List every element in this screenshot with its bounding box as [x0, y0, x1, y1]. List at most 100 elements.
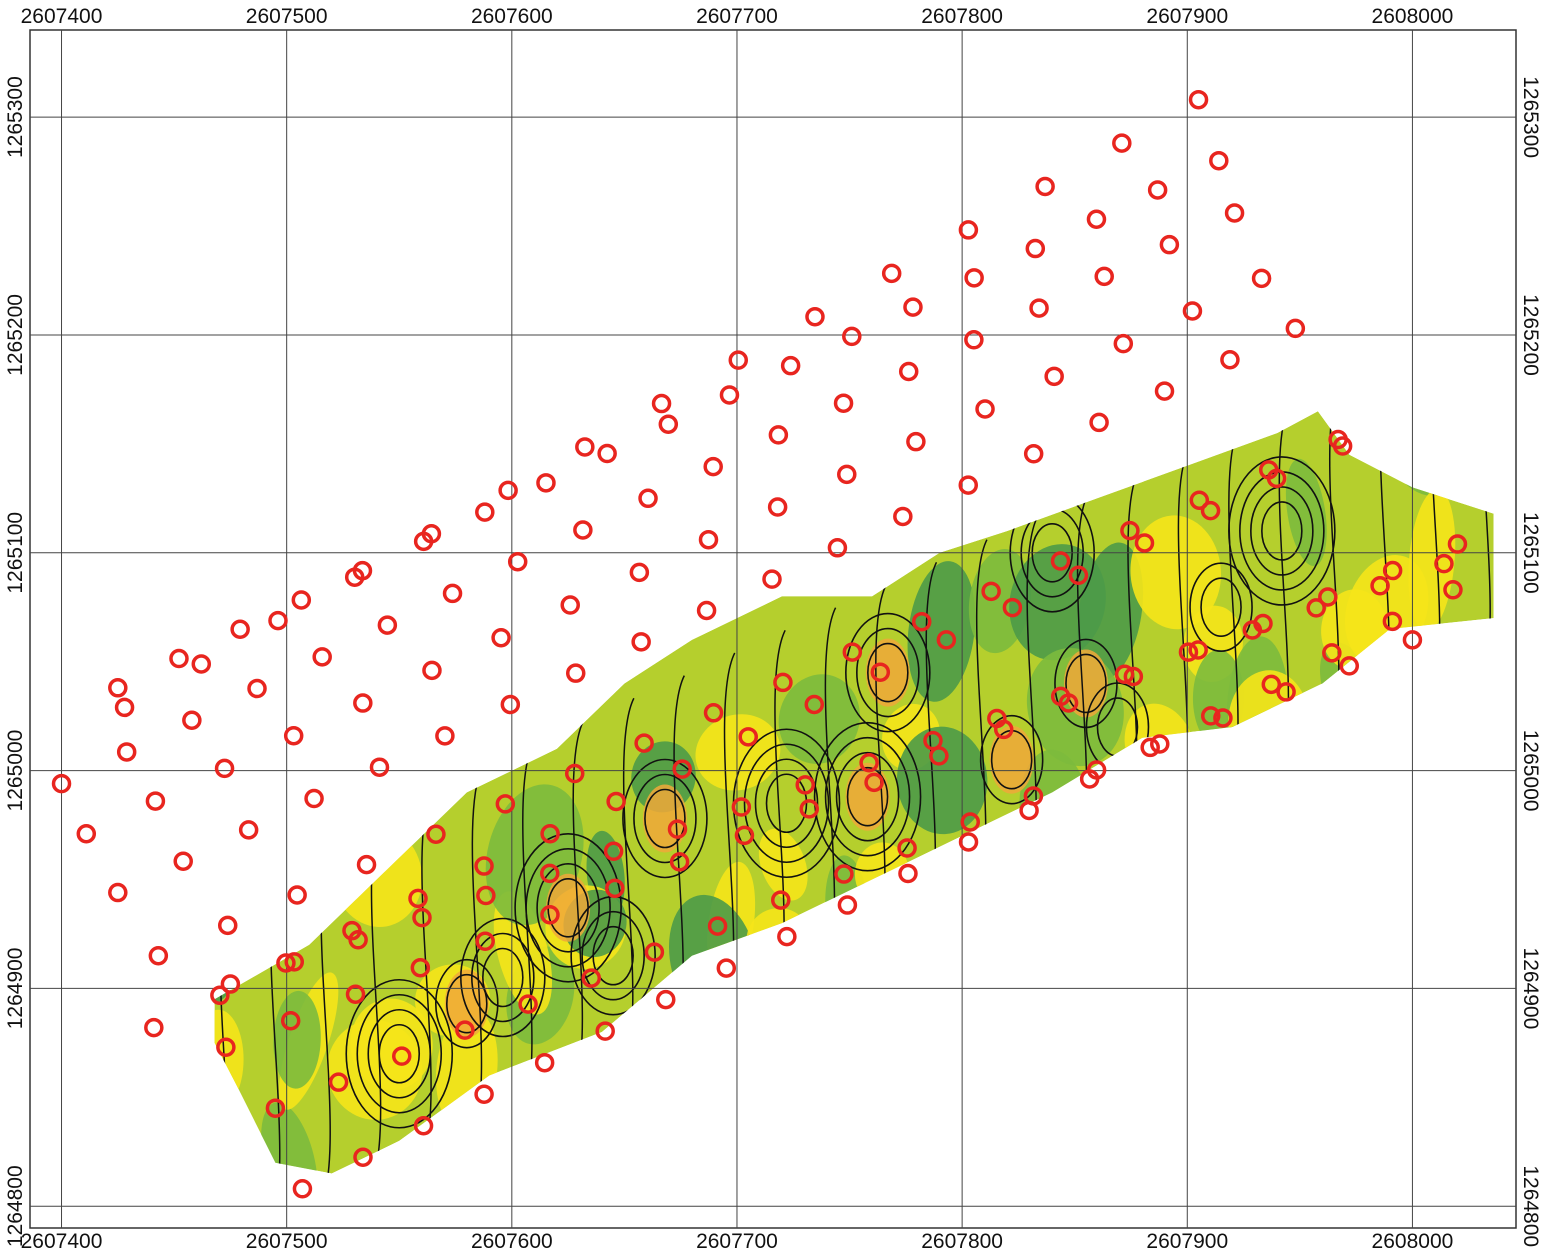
- measurement-point: [1113, 333, 1134, 354]
- anomaly-blob: [778, 674, 860, 764]
- measurement-point: [634, 733, 654, 753]
- measurement-point: [833, 393, 854, 413]
- measurement-point: [667, 819, 688, 839]
- measurement-point: [413, 1115, 434, 1136]
- measurement-point: [698, 529, 719, 550]
- anomaly-blob: [1077, 542, 1144, 681]
- measurement-point: [1402, 630, 1423, 650]
- measurement-point: [1188, 640, 1208, 660]
- x-axis-top-labels: 2607400 2607500 2607600 2607700 2607800 …: [21, 5, 1454, 28]
- anomaly-blob: [695, 714, 781, 791]
- contour-line: [1065, 653, 1107, 714]
- measurement-point: [182, 710, 202, 730]
- measurement-point: [1044, 366, 1064, 387]
- measurement-point: [413, 531, 434, 552]
- y-tick-label-right: 1264900: [1519, 948, 1542, 1030]
- measurement-point: [148, 945, 169, 966]
- measurement-point: [539, 863, 560, 884]
- measurement-point: [1306, 598, 1326, 618]
- measurement-point: [696, 600, 717, 621]
- measurement-point: [216, 1037, 236, 1057]
- measurement-point: [767, 497, 788, 517]
- measurement-point: [455, 1020, 475, 1040]
- measurement-point: [981, 581, 1001, 602]
- measurement-point: [1134, 533, 1155, 553]
- x-axis-bottom-labels: 2607400 2607500 2607600 2607700 2607800 …: [21, 1230, 1454, 1253]
- measurement-point: [975, 399, 995, 419]
- measurement-point: [960, 812, 981, 832]
- measurement-point: [870, 662, 891, 682]
- measurement-point: [1242, 620, 1263, 640]
- y-tick-label-left: 1264900: [4, 948, 27, 1030]
- measurement-point: [605, 878, 625, 899]
- measurement-point: [500, 694, 521, 715]
- measurement-point: [644, 942, 665, 962]
- measurement-point: [1382, 611, 1403, 632]
- measurement-point: [1159, 234, 1180, 255]
- measurement-point: [214, 758, 235, 779]
- contour-line: [867, 642, 909, 703]
- measurement-point: [1025, 238, 1046, 259]
- measurement-point: [540, 823, 560, 844]
- measurement-point: [1123, 666, 1144, 687]
- x-tick-label-top: 2608000: [1372, 5, 1454, 28]
- measurement-point: [268, 610, 288, 631]
- measurement-point: [474, 1084, 494, 1104]
- y-tick-label-left: 1265100: [4, 512, 27, 594]
- measurement-point: [864, 772, 884, 793]
- measurement-point: [114, 697, 135, 718]
- measurement-point: [353, 1147, 373, 1168]
- measurement-point: [1322, 643, 1342, 663]
- measurement-point: [1178, 642, 1199, 662]
- contour-line: [356, 993, 443, 1114]
- measurement-point: [518, 994, 538, 1014]
- measurement-point: [238, 820, 259, 840]
- measurement-point: [1276, 682, 1296, 702]
- measurement-point: [564, 763, 585, 784]
- x-tick-label-bottom: 2607900: [1146, 1230, 1228, 1253]
- measurement-point: [1089, 412, 1109, 433]
- measurement-point: [859, 753, 879, 773]
- contour-line: [845, 612, 931, 733]
- measurement-point: [672, 759, 692, 779]
- contour-line: [633, 773, 697, 864]
- measurement-point: [898, 863, 918, 884]
- measurement-point: [230, 619, 250, 639]
- measurement-point: [923, 730, 943, 751]
- measurement-point: [707, 916, 728, 936]
- measurement-point: [422, 660, 442, 681]
- measurement-point: [116, 742, 137, 762]
- contour-line: [1200, 577, 1242, 638]
- measurement-point: [435, 726, 455, 746]
- measurement-point: [827, 538, 848, 558]
- y-axis-left-labels: 1265300 1265200 1265100 1265000 1264900 …: [4, 76, 27, 1247]
- measurement-point: [1002, 597, 1023, 618]
- anomaly-blob: [907, 561, 976, 702]
- y-tick-label-left: 1265000: [4, 730, 27, 812]
- x-tick-label-bottom: 2607500: [246, 1230, 328, 1253]
- measurement-point: [716, 958, 737, 978]
- measurement-point: [881, 263, 902, 284]
- measurement-point: [1224, 203, 1245, 223]
- contour-line: [514, 833, 622, 983]
- contour-line: [765, 773, 808, 834]
- measurement-point: [1220, 350, 1240, 370]
- measurement-point: [408, 888, 428, 909]
- anomaly-high: [989, 725, 1034, 794]
- measurement-point: [276, 953, 296, 973]
- measurement-point: [145, 791, 166, 811]
- measurement-point: [780, 355, 801, 376]
- measurement-point: [897, 838, 917, 858]
- measurement-point: [1182, 301, 1203, 321]
- measurement-point: [1019, 800, 1039, 821]
- measurement-point: [958, 220, 979, 240]
- measurement-point: [507, 551, 528, 572]
- x-tick-label-top: 2607500: [246, 5, 328, 28]
- measurement-point: [1209, 150, 1229, 171]
- contour-line: [813, 721, 922, 872]
- measurement-point: [762, 569, 782, 589]
- contour-line: [979, 714, 1044, 805]
- measurement-point: [606, 791, 626, 812]
- measurement-point: [565, 663, 586, 683]
- y-tick-label-right: 1265000: [1519, 730, 1542, 812]
